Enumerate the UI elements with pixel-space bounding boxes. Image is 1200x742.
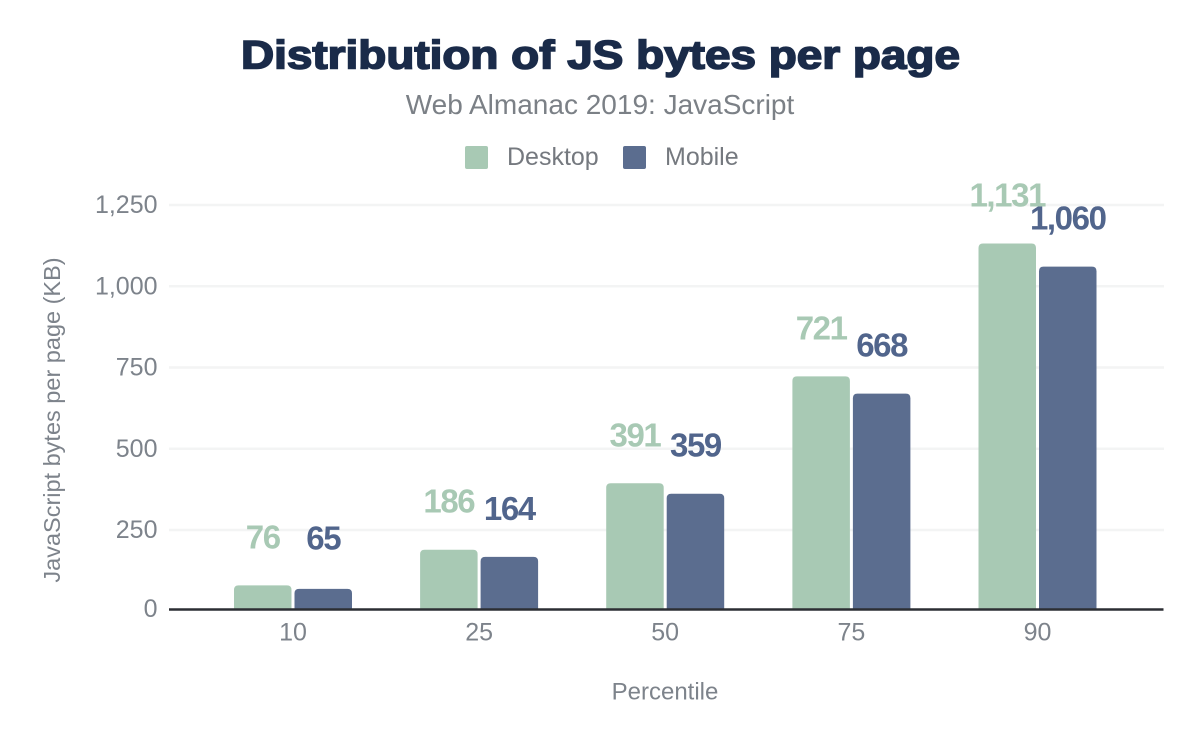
svg-text:0: 0 bbox=[144, 595, 158, 623]
svg-text:1,060: 1,060 bbox=[1030, 200, 1106, 237]
svg-text:359: 359 bbox=[670, 427, 722, 464]
svg-text:Percentile: Percentile bbox=[612, 679, 719, 706]
svg-text:50: 50 bbox=[651, 619, 679, 647]
svg-text:250: 250 bbox=[116, 516, 158, 544]
svg-text:721: 721 bbox=[796, 309, 848, 346]
svg-text:10: 10 bbox=[279, 619, 307, 647]
svg-text:1,131: 1,131 bbox=[969, 177, 1046, 214]
svg-text:Web Almanac 2019: JavaScript: Web Almanac 2019: JavaScript bbox=[406, 89, 795, 120]
svg-text:65: 65 bbox=[306, 520, 341, 557]
svg-text:90: 90 bbox=[1024, 619, 1052, 647]
svg-text:25: 25 bbox=[465, 619, 493, 647]
svg-text:Mobile: Mobile bbox=[665, 143, 739, 171]
svg-text:1,250: 1,250 bbox=[95, 191, 158, 219]
svg-text:500: 500 bbox=[116, 435, 158, 463]
svg-text:Desktop: Desktop bbox=[507, 143, 599, 171]
svg-text:750: 750 bbox=[116, 354, 158, 382]
svg-text:75: 75 bbox=[837, 619, 865, 647]
svg-text:164: 164 bbox=[484, 490, 537, 527]
svg-text:76: 76 bbox=[246, 518, 281, 555]
svg-text:1,000: 1,000 bbox=[95, 273, 158, 301]
svg-text:668: 668 bbox=[856, 327, 908, 364]
svg-text:JavaScript bytes per page (KB): JavaScript bytes per page (KB) bbox=[39, 257, 65, 582]
svg-text:391: 391 bbox=[610, 416, 662, 453]
svg-text:186: 186 bbox=[423, 483, 475, 520]
svg-text:Distribution of JS bytes per p: Distribution of JS bytes per page bbox=[241, 34, 960, 78]
